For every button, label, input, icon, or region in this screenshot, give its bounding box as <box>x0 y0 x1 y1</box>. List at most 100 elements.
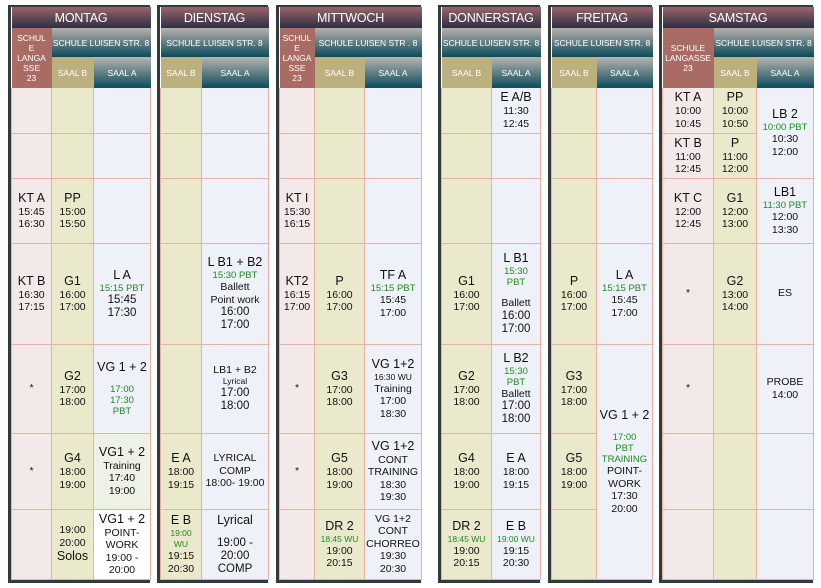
slot-text: POINT- <box>606 465 642 477</box>
class-slot[interactable]: G4 18:00 19:00 <box>51 433 94 510</box>
class-slot[interactable]: G2 17:00 18:00 <box>51 344 94 434</box>
class-slot[interactable]: E B 19:00 WU 19:15 20:30 <box>491 509 541 580</box>
class-slot[interactable]: P 16:00 17:00 <box>314 243 365 345</box>
slot-text: 10:00 <box>674 105 702 118</box>
slot-text: VG1 + 2 <box>98 511 146 526</box>
class-slot[interactable]: L B2 15:30 PBT Ballett 17:00 18:00 <box>491 344 541 434</box>
class-slot[interactable]: KT B 11:00 12:45 <box>662 133 714 179</box>
class-slot[interactable]: L B1 + B2 15:30 PBT Ballett Point work 16:00… <box>201 243 269 345</box>
slot-text: 15:30 <box>283 205 311 218</box>
class-slot[interactable]: E B 19:00 WU 19:15 20:30 <box>160 509 202 580</box>
class-slot[interactable]: L B1 15:30 PBT Ballett 16:00 17:00 <box>491 243 541 345</box>
class-slot[interactable]: LB1 + B2 Lyrical 17:00 18:00 <box>201 344 269 434</box>
slot-text: G3 <box>331 368 348 383</box>
slot-text: LYRICAL <box>213 452 257 465</box>
slot-text: 16:00 <box>220 306 250 318</box>
class-slot[interactable]: G4 18:00 19:00 <box>441 433 492 510</box>
class-slot[interactable]: G3 17:00 18:00 <box>314 344 365 434</box>
class-slot[interactable]: DR 2 18:45 WU 19:00 20:15 <box>441 509 492 580</box>
class-slot[interactable]: KT C 12:00 12:45 <box>662 178 714 244</box>
class-slot[interactable]: DR 2 18:45 WU 19:00 20:15 <box>314 509 365 580</box>
slot-text: 13:00 <box>721 288 749 301</box>
class-slot[interactable]: G1 16:00 17:00 <box>51 243 94 345</box>
class-slot[interactable]: KT A 15:45 16:30 <box>11 178 52 244</box>
slot-text: 15:50 <box>59 218 86 230</box>
saal-a-header: SAAL A <box>364 57 422 88</box>
spacer <box>493 288 540 297</box>
time-slot-row: G4 18:00 19:00 E A 18:00 19:15 <box>441 433 541 510</box>
class-slot[interactable]: VG 1 + 2 17:00 PBT TRAINING POINT- WORK 17:30 2… <box>596 344 653 580</box>
slot-text: 20:15 <box>326 557 353 569</box>
class-slot[interactable]: VG1 + 2 Training 17:40 19:00 <box>93 433 151 510</box>
slot-text: 16:15 <box>283 288 311 301</box>
class-slot[interactable]: VG 1+2 16:30 WU Training 17:00 18:30 <box>363 344 423 434</box>
slot-text: 18:00 <box>501 413 531 426</box>
class-slot[interactable]: G5 18:00 19:00 <box>314 433 365 510</box>
slot-text: VG 1+2 <box>375 512 411 525</box>
time-slot-row: E B 19:00 WU 19:15 20:30 Lyrical 19:00 -20:00 C… <box>160 509 269 580</box>
class-slot[interactable]: PP 10:00 10:50 <box>713 88 757 134</box>
class-slot[interactable]: G1 16:00 17:00 <box>441 243 492 345</box>
slot-text: 16:15 <box>283 218 311 230</box>
class-slot[interactable]: P 16:00 17:00 <box>551 243 597 345</box>
slot-text: KT I <box>285 190 309 205</box>
empty-slot <box>755 509 815 580</box>
class-slot[interactable]: E A 18:00 19:15 <box>160 433 202 510</box>
class-slot[interactable]: G5 18:00 19:00 <box>551 433 597 510</box>
slot-text: 11:00 <box>722 150 748 163</box>
slot-text: 12:00 <box>771 211 799 223</box>
slot-text: E A/B <box>500 90 532 105</box>
class-slot[interactable]: KT2 16:15 17:00 <box>279 243 315 345</box>
class-slot[interactable]: TF A 15:15 PBT 15:45 17:00 <box>363 243 423 345</box>
class-slot[interactable]: * <box>11 344 52 434</box>
class-slot[interactable]: KT A 10:00 10:45 <box>662 88 714 134</box>
slot-text: 14:00 <box>771 388 799 401</box>
class-slot[interactable]: Lyrical 19:00 -20:00 COMP <box>201 509 269 580</box>
class-slot[interactable]: 19:00 20:00 Solos <box>51 509 94 580</box>
class-slot[interactable]: VG 1+2 CONT TRAINING 18:30 19:30 <box>363 433 423 510</box>
empty-slot <box>314 88 365 134</box>
slot-text: 17:00 <box>326 301 353 313</box>
slot-text: L A <box>615 268 634 282</box>
day-header: FREITAG <box>551 7 653 28</box>
class-slot[interactable]: VG 1+2 CONT CHORREO 19:30 20:30 <box>363 509 423 580</box>
class-slot[interactable]: * <box>662 243 714 345</box>
saal-a-header: SAAL A <box>93 57 151 88</box>
class-slot[interactable]: PROBE 14:00 <box>755 344 815 434</box>
class-slot[interactable]: VG 1 + 2 17:00 17:30 PBT <box>93 344 151 434</box>
class-slot[interactable]: * <box>279 344 315 434</box>
slot-text: KT C <box>673 190 703 205</box>
class-slot[interactable]: LYRICAL COMP 18:00- 19:00 <box>201 433 269 510</box>
class-slot[interactable]: LB1 11:30 PBT 12:00 13:30 <box>755 178 815 244</box>
header-line: 23 <box>26 73 37 83</box>
time-slot-row: 19:00 20:00 Solos VG1 + 2 POINT- WORK 19:00 -2… <box>11 509 151 580</box>
class-slot[interactable]: * <box>11 433 52 510</box>
slot-text: Lyrical <box>222 376 248 387</box>
class-slot[interactable]: E A/B 11:30 12:45 <box>491 88 541 134</box>
class-slot[interactable]: KT I 15:30 16:15 <box>279 178 315 244</box>
empty-slot <box>491 133 541 179</box>
class-slot[interactable]: KT B 16:30 17:15 <box>11 243 52 345</box>
slot-text: 19:00 <box>560 478 588 491</box>
class-slot[interactable]: G2 13:00 14:00 <box>713 243 757 345</box>
class-slot[interactable]: G2 17:00 18:00 <box>441 344 492 434</box>
slot-text: 18:00 <box>453 466 480 478</box>
class-slot[interactable]: L A 15:15 PBT 15:45 17:00 <box>596 243 653 345</box>
class-slot[interactable]: E A 18:00 19:15 <box>491 433 541 510</box>
class-slot[interactable]: G1 12:00 13:00 <box>713 178 757 244</box>
class-slot[interactable]: ES <box>755 243 815 345</box>
class-slot[interactable]: VG1 + 2 POINT- WORK 19:00 -20:00 <box>93 509 151 580</box>
class-slot[interactable]: G3 17:00 18:00 <box>551 344 597 434</box>
class-slot[interactable]: * <box>279 433 315 510</box>
day-header: DIENSTAG <box>160 7 269 28</box>
class-slot[interactable]: P 11:00 12:00 <box>713 133 757 179</box>
slot-text: 19:15 <box>167 550 195 562</box>
class-slot[interactable]: L A 15:15 PBT 15:45 17:30 <box>93 243 151 345</box>
class-slot[interactable]: * <box>662 344 714 434</box>
slot-text: WORK <box>608 477 641 490</box>
slot-text: 20:00 <box>220 549 250 562</box>
class-slot[interactable]: LB 2 10:00 PBT 10:30 12:00 <box>755 88 815 179</box>
empty-slot <box>160 243 202 345</box>
class-slot[interactable]: PP 15:00 15:50 <box>51 178 94 244</box>
